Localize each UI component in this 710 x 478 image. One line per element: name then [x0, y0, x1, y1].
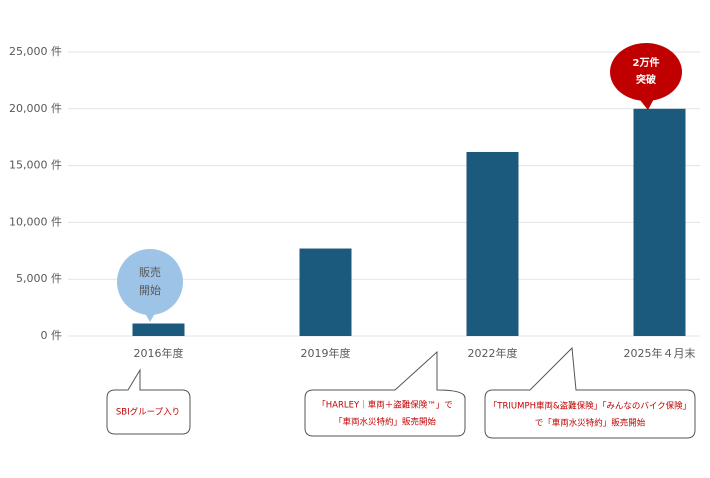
y-tick-label: 10,000 件	[9, 215, 62, 228]
bar	[299, 248, 352, 336]
x-tick-label: 2022年度	[468, 346, 518, 360]
bar	[132, 323, 185, 336]
callout-text: 「TRIUMPH車両&盗難保険」「みんなのバイク保険」	[489, 401, 691, 412]
x-tick-label: 2025年４月末	[624, 346, 696, 360]
y-tick-label: 0 件	[41, 329, 63, 342]
start-bubble: 販売 開始	[117, 249, 183, 322]
callout-text: で「車両水災特約」販売開始	[535, 418, 646, 429]
callout: SBIグループ入り	[106, 368, 191, 435]
y-tick-label: 20,000 件	[9, 102, 62, 115]
bubble-text: 突破	[636, 73, 656, 86]
callout: 「HARLEY｜車両＋盗難保険™」で 「車両水災特約」販売開始	[304, 350, 466, 437]
callout-text: 「車両水災特約」販売開始	[334, 417, 437, 428]
y-tick-label: 15,000 件	[9, 159, 62, 172]
y-tick-label: 25,000 件	[9, 45, 62, 58]
bubble-text: 販売	[139, 266, 161, 279]
callout: 「TRIUMPH車両&盗難保険」「みんなのバイク保険」 で「車両水災特約」販売開…	[484, 346, 696, 439]
x-tick-label: 2016年度	[134, 346, 184, 360]
y-tick-label: 5,000 件	[16, 272, 62, 285]
bubble-text: 2万件	[633, 56, 660, 69]
bar	[466, 151, 519, 336]
callout-text: 「HARLEY｜車両＋盗難保険™」で	[317, 400, 452, 411]
x-tick-label: 2019年度	[301, 346, 351, 360]
bubble-text: 開始	[139, 283, 161, 297]
milestone-bubble: 2万件 突破	[610, 43, 682, 110]
bar	[633, 108, 686, 336]
callout-text: SBIグループ入り	[116, 407, 180, 418]
